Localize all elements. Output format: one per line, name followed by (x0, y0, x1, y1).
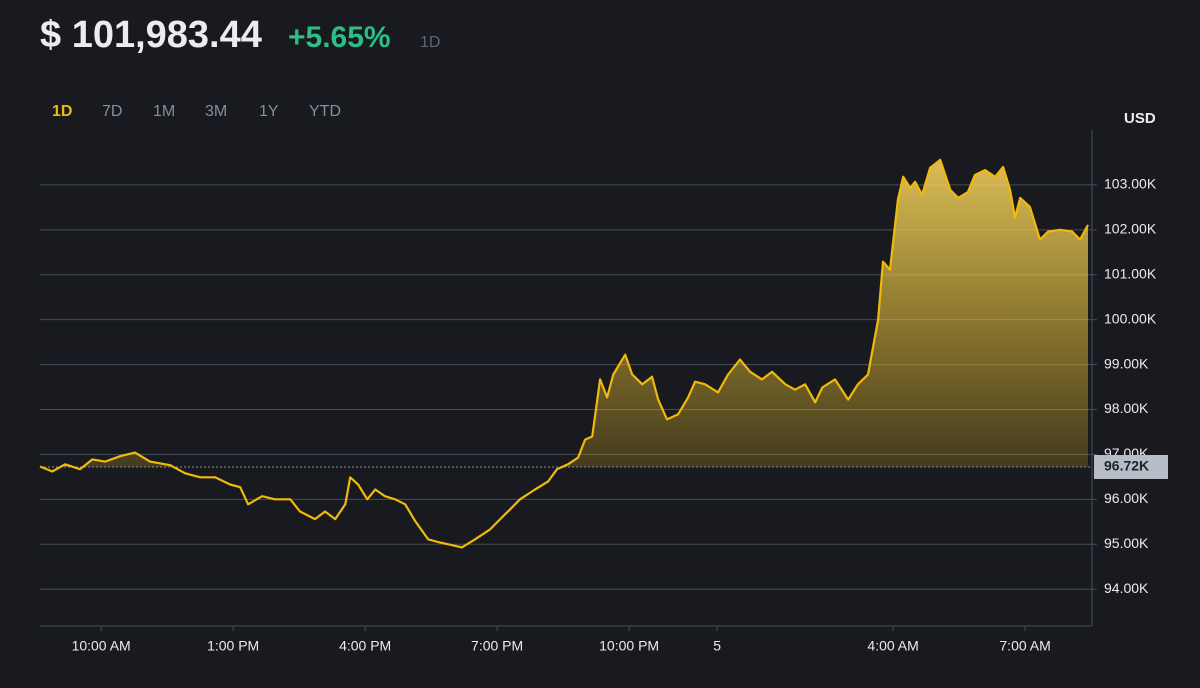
axis-unit: USD (1124, 110, 1156, 127)
y-tick-label: 95.00K (1104, 535, 1149, 551)
x-tick-label: 4:00 PM (339, 638, 391, 654)
y-tick-label: 103.00K (1104, 176, 1157, 192)
x-tick-label: 5 (713, 638, 721, 654)
y-tick-label: 96.00K (1104, 490, 1149, 506)
y-tick-label: 98.00K (1104, 400, 1149, 416)
range-tab[interactable]: 1D (52, 103, 72, 120)
range-tab[interactable]: 1Y (259, 103, 279, 120)
y-tick-label: 94.00K (1104, 580, 1149, 596)
x-tick-label: 7:00 PM (471, 638, 523, 654)
x-tick-label: 7:00 AM (999, 638, 1050, 654)
reference-label-box (1094, 454, 1168, 479)
price-line (39, 158, 1089, 549)
period: 1D (420, 34, 440, 51)
change: +5.65% (288, 21, 391, 54)
range-tab[interactable]: 1M (153, 103, 175, 120)
area-fill (40, 159, 1088, 467)
y-tick-label: 99.00K (1104, 355, 1149, 371)
y-tick-label: 101.00K (1104, 265, 1157, 281)
x-tick-label: 10:00 PM (599, 638, 659, 654)
range-tab[interactable]: 3M (205, 103, 227, 120)
x-tick-label: 1:00 PM (207, 638, 259, 654)
y-tick-label: 102.00K (1104, 221, 1157, 237)
x-tick-label: 4:00 AM (867, 638, 918, 654)
range-tab[interactable]: YTD (309, 103, 341, 120)
reference-label: 96.72K (1104, 458, 1149, 474)
range-tab[interactable]: 7D (102, 103, 122, 120)
price: $ 101,983.44 (40, 14, 262, 56)
x-tick-label: 10:00 AM (72, 638, 131, 654)
y-tick-label: 100.00K (1104, 310, 1157, 326)
